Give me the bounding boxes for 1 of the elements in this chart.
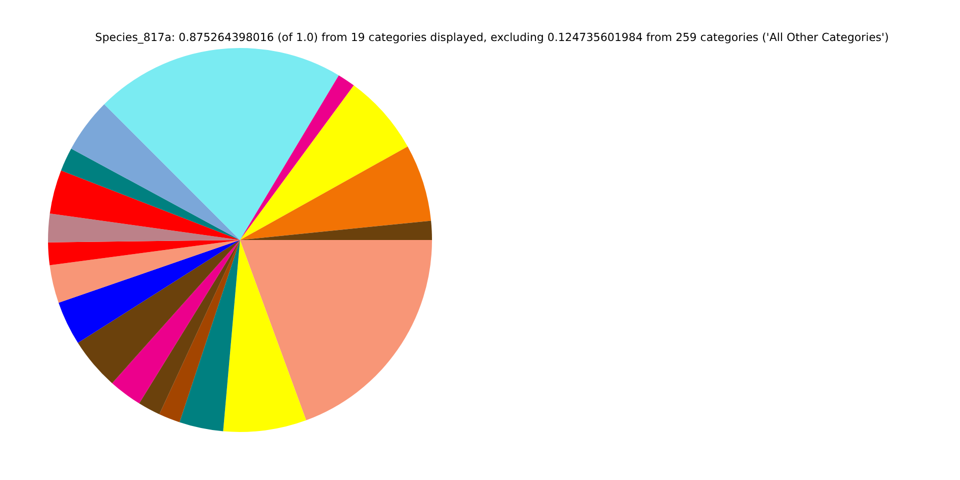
text: Species_817a: 0.875264398016 (of 1.0) from 19 categories displayed, excluding 0.124735601984 from 259 categories ('All Other Categories'): [94, 31, 890, 44]
